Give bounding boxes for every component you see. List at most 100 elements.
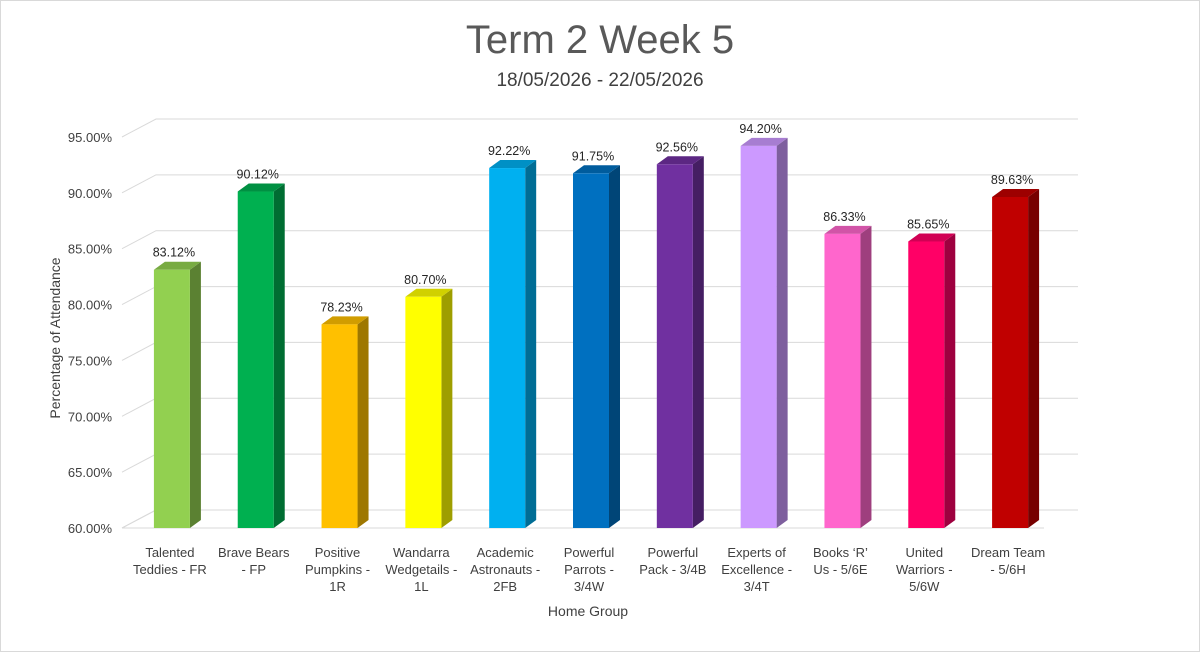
data-label: 90.12%	[237, 168, 279, 182]
bar-side	[776, 137, 788, 529]
x-tick-label: Powerful Parrots - 3/4W	[564, 545, 615, 594]
x-tick-label: Experts of Excellence - 3/4T	[721, 545, 792, 594]
data-label: 92.56%	[656, 140, 698, 154]
bar-side	[357, 316, 369, 528]
data-label: 92.22%	[488, 144, 530, 158]
x-axis-title: Home Group	[548, 603, 628, 619]
x-tick-label: Powerful Pack - 3/4B	[639, 545, 706, 577]
x-tick-label-line: Wedgetails -	[385, 562, 457, 577]
y-axis-ticks: 60.00% 65.00% 70.00% 75.00% 80.00% 85.00% 90.0…	[68, 130, 113, 536]
x-tick-label-line: Positive	[315, 545, 361, 560]
y-tick-label: 65.00%	[68, 465, 113, 480]
bar-top	[489, 160, 537, 169]
bars: 83.12% 90.12% 78.23% 80.70% 92.22% 91.75% 92.5…	[153, 122, 1040, 529]
bar-front	[489, 168, 526, 528]
y-tick-label: 60.00%	[68, 521, 113, 536]
x-tick-label: United Warriors - 5/6W	[896, 545, 953, 594]
data-label: 91.75%	[572, 149, 614, 163]
chart-subtitle: 18/05/2026 - 22/05/2026	[496, 70, 704, 91]
bar-top	[740, 137, 788, 146]
x-tick-label-line: 3/4W	[574, 579, 605, 594]
x-tick-label-line: Brave Bears	[218, 545, 290, 560]
x-tick-label-line: - FP	[241, 562, 266, 577]
bar-side	[189, 261, 201, 528]
x-tick-label-line: Experts of	[727, 545, 786, 560]
data-label: 78.23%	[320, 300, 362, 314]
bar-top	[153, 261, 201, 270]
x-tick-label-line: Pack - 3/4B	[639, 562, 706, 577]
x-tick-label: Dream Team - 5/6H	[971, 545, 1045, 577]
y-tick-label: 70.00%	[68, 409, 113, 424]
x-tick-label-line: Academic	[477, 545, 535, 560]
x-tick-label-line: Powerful	[564, 545, 615, 560]
y-tick-label: 75.00%	[68, 353, 113, 368]
bar-front	[656, 164, 693, 528]
bar	[824, 225, 872, 528]
x-tick-label-line: 3/4T	[744, 579, 770, 594]
bar-front	[153, 269, 190, 528]
data-label: 89.63%	[991, 173, 1033, 187]
x-tick-label-line: Wandarra	[393, 545, 450, 560]
y-tick-label: 90.00%	[68, 186, 113, 201]
bar	[405, 288, 453, 528]
x-tick-label-line: Powerful	[648, 545, 699, 560]
bar-front	[740, 145, 777, 529]
x-tick-label-line: 2FB	[493, 579, 517, 594]
bar-front	[992, 196, 1029, 528]
chart-title: Term 2 Week 5	[465, 18, 735, 62]
data-label: 94.20%	[739, 122, 781, 136]
bar-front	[824, 233, 861, 528]
gridline	[121, 118, 1078, 138]
bar-front	[573, 173, 609, 529]
bar-top	[992, 188, 1040, 197]
x-tick-label-line: Teddies - FR	[133, 562, 207, 577]
bar-side	[1028, 188, 1040, 528]
data-label: 83.12%	[153, 246, 195, 260]
x-tick-label-line: 5/6W	[909, 579, 940, 594]
x-tick-label-line: Warriors -	[896, 562, 953, 577]
bar-top	[656, 156, 704, 165]
x-tick-label-line: Us - 5/6E	[813, 562, 868, 577]
x-tick-label-line: Books ‘R’	[813, 545, 868, 560]
bar	[489, 160, 537, 528]
data-label: 86.33%	[823, 210, 865, 224]
x-tick-label-line: 1R	[329, 579, 346, 594]
bar-top	[237, 183, 285, 192]
bar-side	[273, 183, 285, 528]
bar	[573, 165, 620, 529]
x-tick-label: Wandarra Wedgetails - 1L	[385, 545, 457, 594]
x-tick-label-line: - 5/6H	[990, 562, 1025, 577]
x-tick-label: Positive Pumpkins - 1R	[305, 545, 370, 594]
y-tick-label: 85.00%	[68, 242, 113, 257]
x-tick-label-line: 1L	[414, 579, 428, 594]
bar-side	[692, 156, 704, 528]
x-axis-categories: Talented Teddies - FR Brave Bears - FP Posit…	[133, 545, 1045, 594]
bar-top	[573, 165, 620, 174]
bar-front	[908, 241, 945, 528]
bar	[656, 156, 704, 528]
bar-top	[824, 225, 872, 234]
x-tick-label-line: United	[905, 545, 943, 560]
bar-front	[321, 324, 358, 528]
bar-side	[860, 225, 872, 528]
bar	[237, 183, 285, 528]
x-tick-label: Talented Teddies - FR	[133, 545, 207, 577]
bar-front	[405, 296, 442, 528]
x-tick-label-line: Pumpkins -	[305, 562, 370, 577]
data-label: 85.65%	[907, 217, 949, 231]
x-tick-label-line: Parrots -	[564, 562, 614, 577]
bar	[153, 261, 201, 528]
x-tick-label-line: Excellence -	[721, 562, 792, 577]
bar-side	[441, 288, 453, 528]
bar-side	[525, 160, 537, 528]
bar-top	[405, 288, 453, 297]
x-tick-label: Books ‘R’ Us - 5/6E	[813, 545, 868, 577]
y-tick-label: 80.00%	[68, 298, 113, 313]
bar-front	[237, 191, 274, 528]
bar	[992, 188, 1040, 528]
x-tick-label-line: Talented	[145, 545, 194, 560]
y-tick-label: 95.00%	[68, 130, 113, 145]
bar-top	[321, 316, 369, 325]
bar-side	[609, 165, 620, 529]
